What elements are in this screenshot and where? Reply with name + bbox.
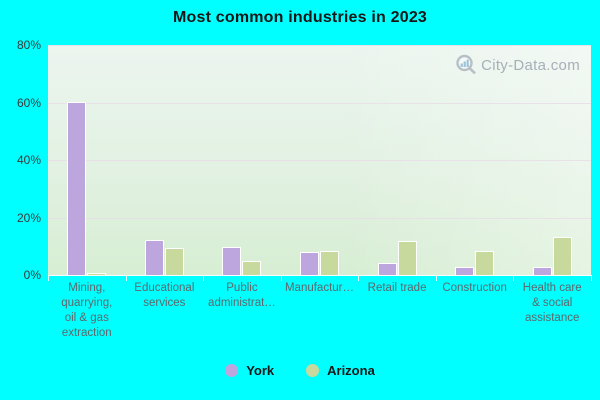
legend-item: York <box>225 363 274 378</box>
legend-label: York <box>246 363 275 378</box>
plot-area: City-Data.com <box>48 45 591 276</box>
bar <box>397 240 417 275</box>
gridline <box>48 217 591 219</box>
bar <box>87 272 107 275</box>
axis-tick <box>435 275 437 281</box>
legend: York Arizona <box>0 363 600 378</box>
bar-group <box>48 45 126 275</box>
legend-label: Arizona <box>327 363 375 378</box>
axis-tick <box>358 275 360 281</box>
bar <box>299 252 319 275</box>
y-axis-tick-label: 80% <box>16 38 41 52</box>
legend-dot <box>306 364 320 377</box>
bar-group <box>513 45 591 275</box>
bar <box>67 101 87 275</box>
bar <box>377 262 397 275</box>
axis-tick <box>513 275 515 281</box>
bar <box>319 251 339 275</box>
axis-tick <box>591 275 592 281</box>
x-axis-category-label: Health care & social assistance <box>522 282 582 324</box>
gridline <box>48 160 591 161</box>
axis-tick <box>125 275 127 281</box>
legend-dot <box>225 364 239 377</box>
bar <box>455 267 475 275</box>
bar <box>475 251 495 275</box>
y-axis-tick-label: 0% <box>23 268 41 282</box>
bar <box>552 236 572 275</box>
y-axis-tick-label: 60% <box>16 95 41 110</box>
bar <box>532 267 552 275</box>
gridline <box>48 102 591 104</box>
bar-group <box>126 45 204 275</box>
axis-tick <box>203 275 205 281</box>
magnifier-chart-icon <box>456 54 476 74</box>
bar-group <box>358 45 436 275</box>
bar <box>242 260 262 275</box>
bar <box>164 248 184 275</box>
bar-group <box>436 45 514 275</box>
city-data-watermark: City-Data.com <box>455 54 580 76</box>
watermark-text: City-Data.com <box>481 56 580 74</box>
x-axis-category-label: Retail trade <box>367 282 427 294</box>
bar-group <box>281 45 359 275</box>
gridline <box>48 45 591 46</box>
x-axis-category-label: Mining, quarrying, oil & gas extraction <box>61 282 113 339</box>
x-axis-category-label: Public administrat… <box>208 282 276 309</box>
bar <box>222 246 242 275</box>
y-axis-tick-label: 20% <box>16 210 41 225</box>
x-axis-category-label: Construction <box>442 282 507 294</box>
bar <box>144 239 164 275</box>
y-axis-tick-label: 40% <box>16 153 41 167</box>
legend-item: Arizona <box>306 363 375 378</box>
axis-tick <box>48 275 49 281</box>
axis-tick <box>280 275 282 281</box>
bar-group <box>203 45 281 275</box>
x-axis-category-label: Manufactur… <box>284 282 354 294</box>
chart-title: Most common industries in 2023 <box>172 9 428 26</box>
x-axis-category-label: Educational services <box>134 282 195 309</box>
